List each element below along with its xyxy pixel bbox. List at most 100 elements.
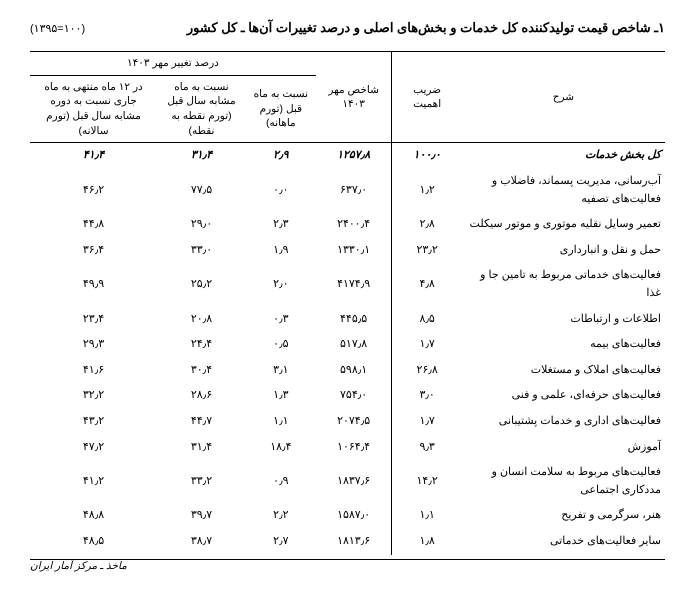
cell: ۳٫۱ xyxy=(246,358,316,384)
cell: ۳۰٫۴ xyxy=(157,358,246,384)
cell: ۲۰٫۸ xyxy=(157,307,246,333)
cell: ۴۹٫۹ xyxy=(30,263,157,306)
cell: ۱۸٫۴ xyxy=(246,435,316,461)
cell: ۳۹٫۷ xyxy=(157,503,246,529)
cell: ۲۹٫۰ xyxy=(157,212,246,238)
cell: ۲۵٫۲ xyxy=(157,263,246,306)
table-row: هنر، سرگرمی و تفریح۱٫۱۱۵۸۷٫۰۲٫۲۳۹٫۷۴۸٫۸ xyxy=(30,503,665,529)
cell: ۲۴٫۴ xyxy=(157,332,246,358)
cell: ۲۸٫۶ xyxy=(157,383,246,409)
cell: ۱۳۳۰٫۱ xyxy=(316,238,392,264)
cell: ۷۷٫۵ xyxy=(157,169,246,212)
cell: ۴۷٫۲ xyxy=(30,435,157,461)
cell: ۲۴۰۰٫۴ xyxy=(316,212,392,238)
cell: ۲٫۷ xyxy=(246,529,316,555)
cell: ۴۴٫۸ xyxy=(30,212,157,238)
cell: اطلاعات و ارتباطات xyxy=(462,307,665,333)
cell: ۲۶٫۸ xyxy=(392,358,462,384)
table-body: کل بخش خدمات۱۰۰٫۰۱۲۵۷٫۸۲٫۹۳۱٫۴۴۱٫۴آب‌رسا… xyxy=(30,143,665,555)
cell: ۱٫۲ xyxy=(392,169,462,212)
cell: ۰٫۰ xyxy=(246,169,316,212)
page-title: ۱ـ شاخص قیمت تولیدکننده کل خدمات و بخش‌ه… xyxy=(187,20,665,36)
cell: ۴۴۵٫۵ xyxy=(316,307,392,333)
table-row: فعالیت‌های مربوط به سلامت انسان و مددکار… xyxy=(30,460,665,503)
col-index: شاخص مهر ۱۴۰۳ xyxy=(316,52,392,143)
table-row: حمل و نقل و انبارداری۲۳٫۲۱۳۳۰٫۱۱٫۹۳۳٫۰۳۶… xyxy=(30,238,665,264)
cell: ۱٫۸ xyxy=(392,529,462,555)
cell: ۳۱٫۴ xyxy=(157,435,246,461)
cell: ۱٫۷ xyxy=(392,409,462,435)
col-change-group: درصد تغییر مهر ۱۴۰۳ xyxy=(30,52,316,76)
cell: ۴۱۷۴٫۹ xyxy=(316,263,392,306)
cell: ۲٫۸ xyxy=(392,212,462,238)
cell: هنر، سرگرمی و تفریح xyxy=(462,503,665,529)
cell: ۲٫۹ xyxy=(246,143,316,169)
cell: ۲٫۰ xyxy=(246,263,316,306)
cell: ۳۲٫۲ xyxy=(30,383,157,409)
cell: ۱٫۱ xyxy=(246,409,316,435)
cell: ۱٫۷ xyxy=(392,332,462,358)
table-row: سایر فعالیت‌های خدماتی۱٫۸۱۸۱۳٫۶۲٫۷۳۸٫۷۴۸… xyxy=(30,529,665,555)
cell: ۲۳٫۲ xyxy=(392,238,462,264)
table-row: فعالیت‌های املاک و مستغلات۲۶٫۸۵۹۸٫۱۳٫۱۳۰… xyxy=(30,358,665,384)
cell: ۰٫۵ xyxy=(246,332,316,358)
cell: ۰٫۹ xyxy=(246,460,316,503)
cell: ۹٫۳ xyxy=(392,435,462,461)
cell: ۲۳٫۴ xyxy=(30,307,157,333)
cell: ۱۸۳۷٫۶ xyxy=(316,460,392,503)
data-table: شرح ضریب اهمیت شاخص مهر ۱۴۰۳ درصد تغییر … xyxy=(30,51,665,555)
table-row: فعالیت‌های اداری و خدمات پشتیبانی۱٫۷۲۰۷۴… xyxy=(30,409,665,435)
table-row: آب‌رسانی، مدیریت پسماند، فاضلاب و فعالیت… xyxy=(30,169,665,212)
cell: تعمیر وسایل نقلیه موتوری و موتور سیکلت xyxy=(462,212,665,238)
col-twelve: در ۱۲ ماه منتهی به ماه جاری نسبت به دوره… xyxy=(30,75,157,143)
cell: ۳۶٫۴ xyxy=(30,238,157,264)
source-line: ماخذ ـ مرکز آمار ایران xyxy=(30,559,665,572)
cell: ۱۰۶۴٫۴ xyxy=(316,435,392,461)
cell: ۴۱٫۲ xyxy=(30,460,157,503)
cell: ۱٫۱ xyxy=(392,503,462,529)
cell: ۴۸٫۵ xyxy=(30,529,157,555)
table-row: آموزش۹٫۳۱۰۶۴٫۴۱۸٫۴۳۱٫۴۴۷٫۲ xyxy=(30,435,665,461)
cell: ۵۹۸٫۱ xyxy=(316,358,392,384)
cell: ۴۸٫۸ xyxy=(30,503,157,529)
cell: ۳۳٫۲ xyxy=(157,460,246,503)
cell: فعالیت‌های املاک و مستغلات xyxy=(462,358,665,384)
cell: ۲۹٫۳ xyxy=(30,332,157,358)
cell: ۴٫۸ xyxy=(392,263,462,306)
cell: ۲٫۲ xyxy=(246,503,316,529)
table-row: فعالیت‌های خدماتی مربوط به تامین جا و غذ… xyxy=(30,263,665,306)
cell: آموزش xyxy=(462,435,665,461)
table-row: تعمیر وسایل نقلیه موتوری و موتور سیکلت۲٫… xyxy=(30,212,665,238)
cell: آب‌رسانی، مدیریت پسماند، فاضلاب و فعالیت… xyxy=(462,169,665,212)
cell: ۴۱٫۴ xyxy=(30,143,157,169)
cell: فعالیت‌های مربوط به سلامت انسان و مددکار… xyxy=(462,460,665,503)
cell: ۸٫۵ xyxy=(392,307,462,333)
cell: ۰٫۳ xyxy=(246,307,316,333)
base-year: (۱۳۹۵=۱۰۰) xyxy=(30,22,85,35)
cell: ۵۱۷٫۸ xyxy=(316,332,392,358)
cell: ۱۸۱۳٫۶ xyxy=(316,529,392,555)
table-row: فعالیت‌های حرفه‌ای، علمی و فنی۳٫۰۷۵۴٫۰۱٫… xyxy=(30,383,665,409)
cell: ۳۳٫۰ xyxy=(157,238,246,264)
col-desc: شرح xyxy=(462,52,665,143)
cell: سایر فعالیت‌های خدماتی xyxy=(462,529,665,555)
col-yearly: نسبت به ماه مشابه سال قبل (تورم نقطه به … xyxy=(157,75,246,143)
cell: ۴۳٫۲ xyxy=(30,409,157,435)
cell: ۴۶٫۲ xyxy=(30,169,157,212)
cell: ۱۴٫۲ xyxy=(392,460,462,503)
table-row: اطلاعات و ارتباطات۸٫۵۴۴۵٫۵۰٫۳۲۰٫۸۲۳٫۴ xyxy=(30,307,665,333)
col-monthly: نسبت به ماه قبل (تورم ماهانه) xyxy=(246,75,316,143)
cell: ۲۰۷۴٫۵ xyxy=(316,409,392,435)
cell: ۳٫۰ xyxy=(392,383,462,409)
cell: ۴۱٫۶ xyxy=(30,358,157,384)
cell: ۱۲۵۷٫۸ xyxy=(316,143,392,169)
cell: حمل و نقل و انبارداری xyxy=(462,238,665,264)
cell: فعالیت‌های حرفه‌ای، علمی و فنی xyxy=(462,383,665,409)
cell: فعالیت‌های بیمه xyxy=(462,332,665,358)
cell: ۱۵۸۷٫۰ xyxy=(316,503,392,529)
table-row: فعالیت‌های بیمه۱٫۷۵۱۷٫۸۰٫۵۲۴٫۴۲۹٫۳ xyxy=(30,332,665,358)
cell: ۷۵۴٫۰ xyxy=(316,383,392,409)
table-row: کل بخش خدمات۱۰۰٫۰۱۲۵۷٫۸۲٫۹۳۱٫۴۴۱٫۴ xyxy=(30,143,665,169)
cell: فعالیت‌های خدماتی مربوط به تامین جا و غذ… xyxy=(462,263,665,306)
cell: ۴۴٫۷ xyxy=(157,409,246,435)
